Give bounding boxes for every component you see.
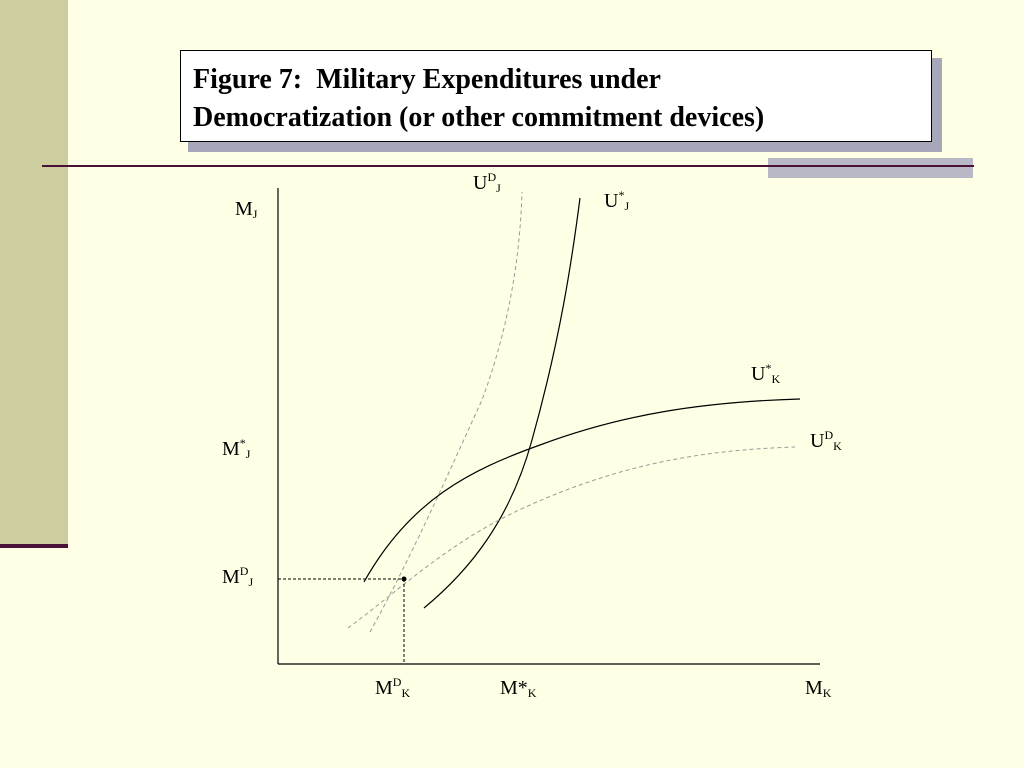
left-decorative-band [0, 0, 68, 546]
x-mark-mstar-k: M*K [500, 677, 537, 700]
curve-label-ustar-j: U*J [604, 188, 630, 213]
curve-label-ustar-k: U*K [751, 361, 781, 386]
left-band-rule [0, 544, 68, 548]
x-axis-label: MK [805, 677, 832, 700]
curve-ud-k [347, 446, 796, 629]
figure-title-line-1: Figure 7: Military Expenditures under [193, 64, 661, 95]
decorative-gray-bar [768, 158, 973, 178]
x-mark-md-k: MDK [375, 675, 411, 700]
y-mark-md-j: MDJ [222, 564, 254, 589]
curve-label-ud-j: UDJ [473, 170, 501, 195]
title-divider-rule [42, 165, 974, 167]
curve-ustar-j [423, 197, 581, 609]
decorative-gray-bar-rule [768, 165, 973, 167]
figure-title-box: Figure 7: Military Expenditures under De… [180, 50, 932, 142]
curve-ustar-k [363, 398, 801, 583]
y-mark-mstar-j: M*J [222, 436, 251, 461]
curve-ud-j [369, 191, 523, 633]
democratized-equilibrium-point [401, 576, 407, 582]
curve-label-ud-k: UDK [810, 428, 842, 453]
y-axis-label: MJ [235, 198, 258, 221]
figure-title-line-2: Democratization (or other commitment dev… [193, 102, 765, 133]
